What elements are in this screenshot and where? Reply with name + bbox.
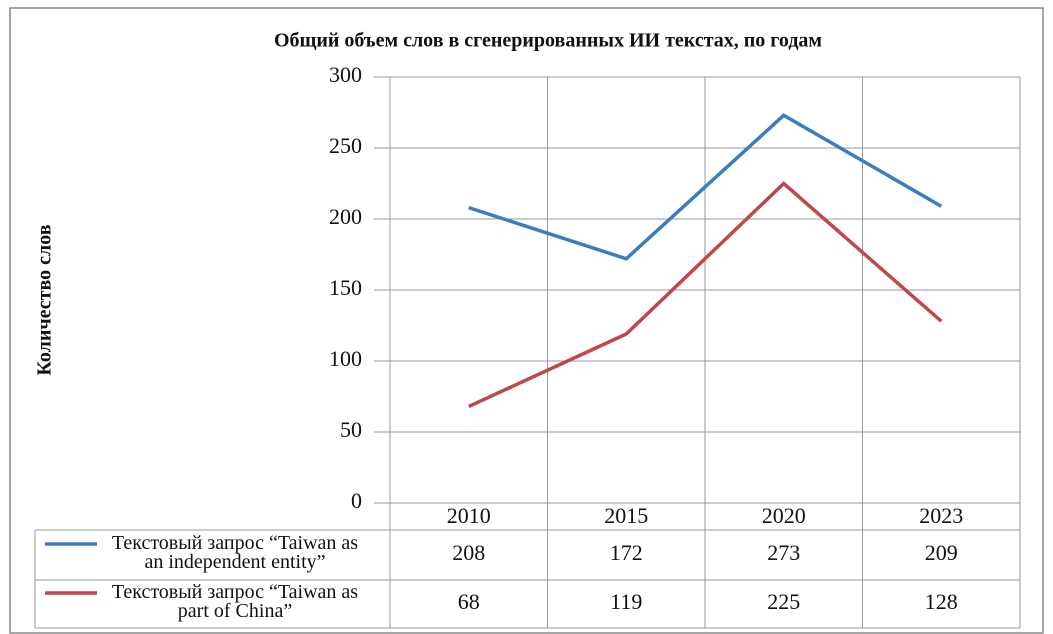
x-tick-label: 2015 bbox=[604, 503, 648, 528]
table-value: 209 bbox=[925, 540, 958, 565]
table-value: 119 bbox=[610, 589, 642, 614]
y-tick-label: 100 bbox=[329, 346, 362, 371]
y-tick-label: 300 bbox=[329, 62, 362, 87]
y-tick-label: 50 bbox=[340, 417, 362, 442]
x-tick-label: 2010 bbox=[447, 503, 491, 528]
x-tick-label: 2020 bbox=[762, 503, 806, 528]
y-tick-label: 0 bbox=[351, 488, 362, 513]
table-value: 273 bbox=[767, 540, 800, 565]
series-line bbox=[468, 181, 943, 409]
table-value: 68 bbox=[458, 589, 480, 614]
y-tick-label: 250 bbox=[329, 133, 362, 158]
chart-title: Общий объем слов в сгенерированных ИИ те… bbox=[274, 30, 822, 52]
table-value: 208 bbox=[452, 540, 485, 565]
table-value: 128 bbox=[925, 589, 958, 614]
chart-border bbox=[9, 7, 1044, 634]
y-axis-label: Количество слов bbox=[34, 224, 56, 375]
legend-label: Текстовый запрос “Taiwan as part of Chin… bbox=[111, 581, 359, 622]
legend-label: Текстовый запрос “Taiwan as an independe… bbox=[111, 532, 359, 573]
y-tick-label: 150 bbox=[329, 275, 362, 300]
table-value: 172 bbox=[610, 540, 643, 565]
table-value: 225 bbox=[767, 589, 800, 614]
y-tick-label: 200 bbox=[329, 204, 362, 229]
series-line bbox=[468, 113, 943, 261]
x-tick-label: 2023 bbox=[919, 503, 963, 528]
